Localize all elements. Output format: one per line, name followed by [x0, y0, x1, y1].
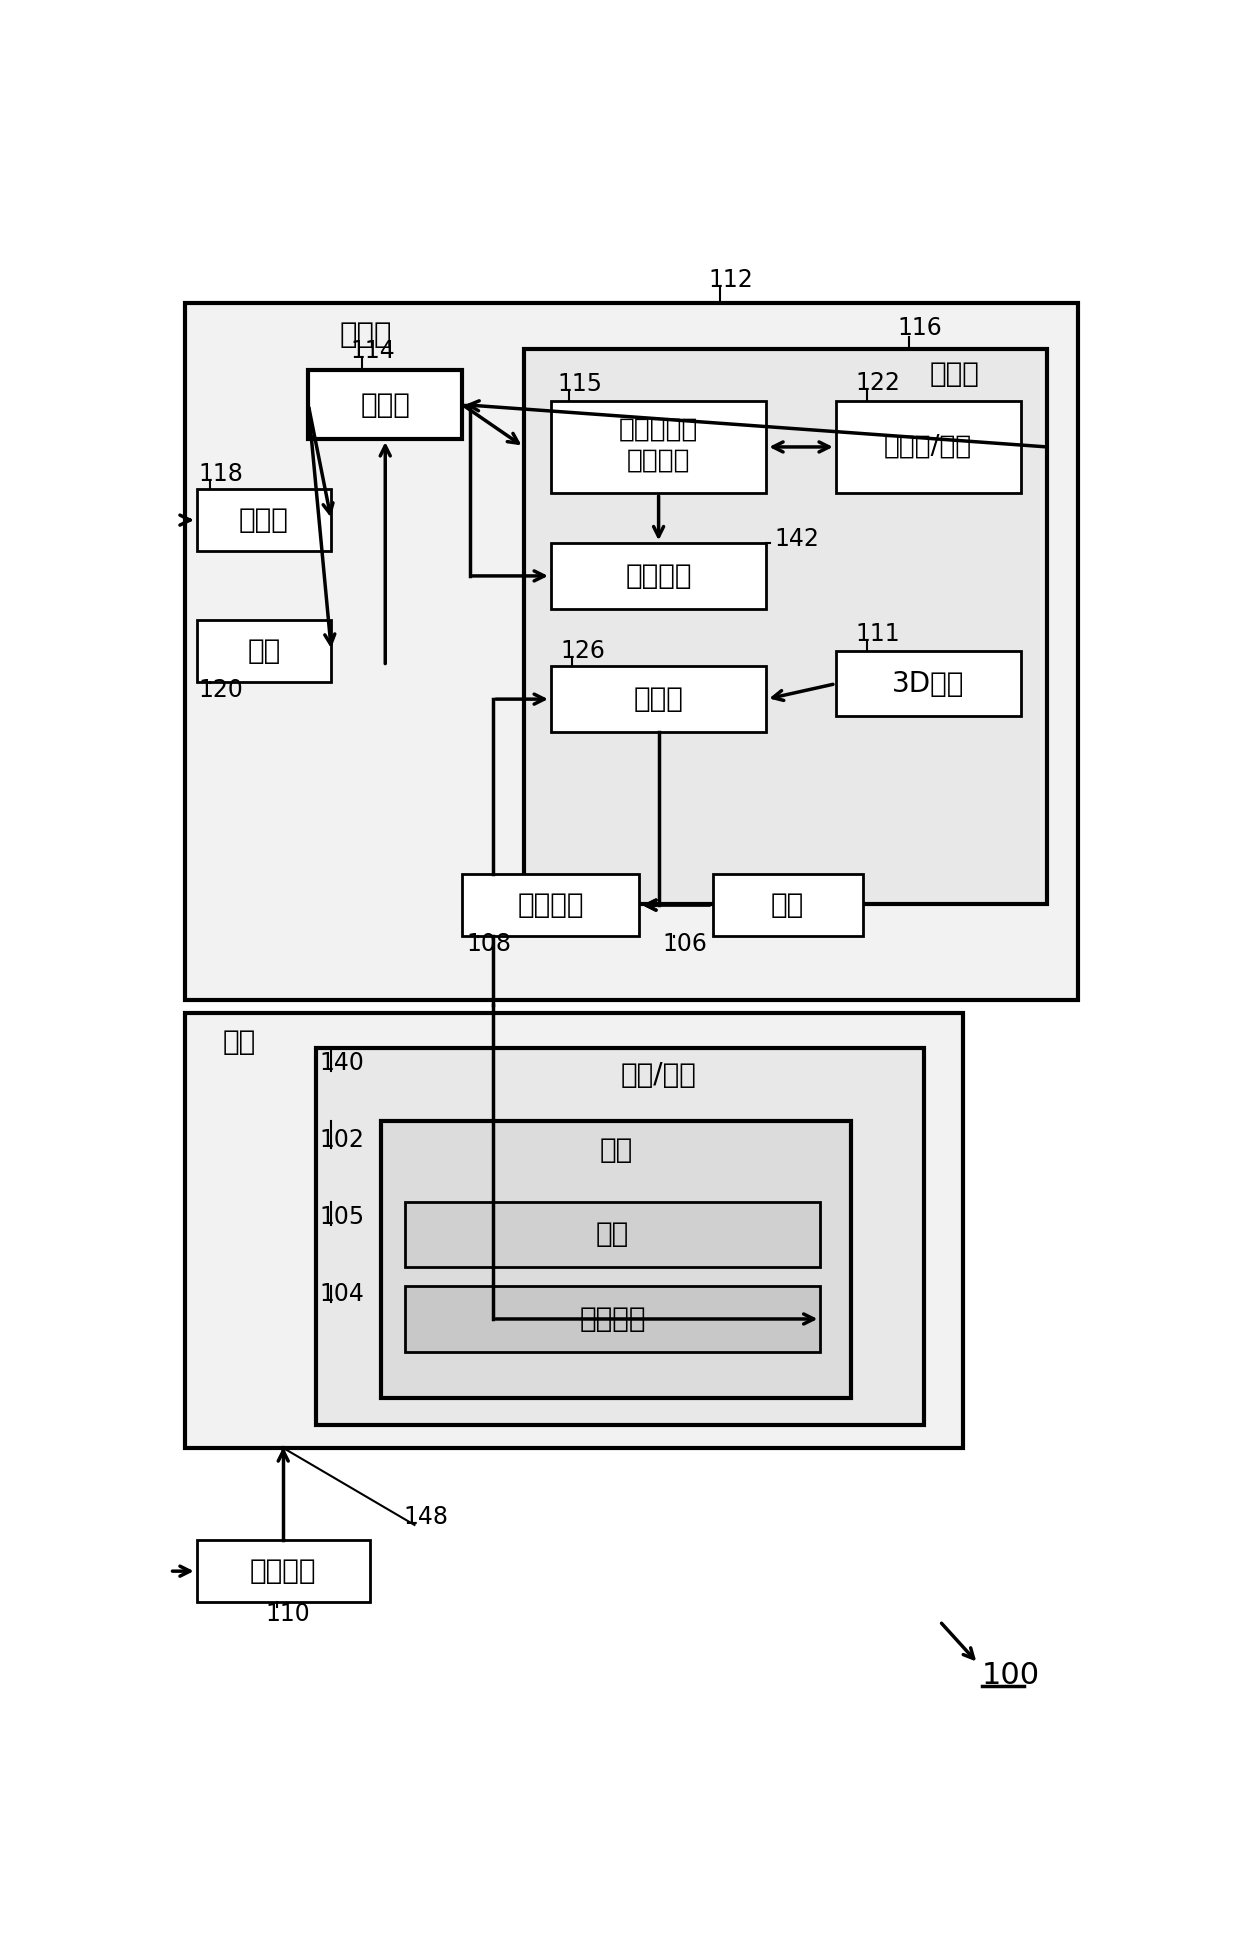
Text: 形状感测: 形状感测 [579, 1305, 646, 1333]
Text: 142: 142 [774, 527, 818, 551]
Bar [463, 874, 640, 937]
Bar [404, 1201, 821, 1266]
Text: 111: 111 [854, 621, 899, 647]
Text: 118: 118 [198, 463, 243, 486]
Bar [197, 490, 331, 551]
Text: 120: 120 [198, 678, 243, 702]
Text: 光学询问: 光学询问 [517, 892, 584, 919]
Bar [197, 1541, 370, 1601]
Bar [309, 370, 463, 439]
Text: 126: 126 [560, 639, 605, 662]
Text: 成像系统: 成像系统 [250, 1556, 316, 1586]
Text: 148: 148 [403, 1505, 448, 1529]
Bar [713, 874, 863, 937]
Text: 存储器: 存储器 [930, 361, 980, 388]
Text: 100: 100 [982, 1660, 1040, 1690]
Text: 接口: 接口 [247, 637, 280, 664]
Text: 106: 106 [662, 931, 707, 956]
Bar [382, 1121, 851, 1397]
Text: 115: 115 [557, 372, 601, 396]
Bar [197, 619, 331, 682]
Text: 光源: 光源 [771, 892, 805, 919]
Text: 光学感测和: 光学感测和 [619, 417, 698, 443]
Text: 140: 140 [320, 1051, 365, 1074]
Bar [404, 1286, 821, 1352]
Text: 114: 114 [351, 339, 396, 363]
Text: 控制器: 控制器 [634, 686, 683, 713]
Bar [185, 304, 1079, 1000]
Bar [551, 543, 766, 610]
Text: 105: 105 [320, 1205, 365, 1229]
Text: 110: 110 [265, 1601, 311, 1625]
Text: 102: 102 [320, 1127, 365, 1152]
Text: 图像处理: 图像处理 [625, 563, 692, 590]
Bar [836, 651, 1021, 717]
Bar [551, 400, 766, 494]
Bar [551, 666, 766, 731]
Bar [316, 1047, 924, 1425]
Text: 训练库/模块: 训练库/模块 [884, 433, 972, 461]
Text: 116: 116 [898, 316, 942, 339]
Text: 对象: 对象 [222, 1029, 255, 1056]
Text: 104: 104 [320, 1282, 365, 1305]
Bar [523, 349, 1048, 904]
Text: 解读模块: 解读模块 [627, 447, 691, 474]
Text: 机构: 机构 [595, 1221, 629, 1249]
Text: 工作站: 工作站 [340, 321, 392, 349]
Text: 112: 112 [708, 269, 754, 292]
Bar [185, 1013, 962, 1448]
Text: 处理器: 处理器 [361, 390, 410, 419]
Text: 显示器: 显示器 [239, 506, 289, 535]
Text: 108: 108 [466, 931, 511, 956]
Text: 122: 122 [854, 370, 900, 396]
Text: 装置: 装置 [600, 1137, 632, 1164]
Bar [836, 400, 1021, 494]
Text: 心脏/器官: 心脏/器官 [621, 1060, 697, 1088]
Text: 3D图像: 3D图像 [892, 670, 965, 698]
